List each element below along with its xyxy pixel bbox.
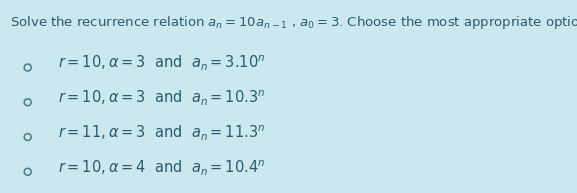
Text: Solve the recurrence relation $a_n = 10a_{n-1}$ , $a_0 = 3$. Choose the most app: Solve the recurrence relation $a_n = 10a…	[10, 14, 577, 30]
Text: $r = 10, \alpha = 4$  and  $a_n = 10.4^n$: $r = 10, \alpha = 4$ and $a_n = 10.4^n$	[58, 158, 265, 178]
Text: $r = 11, \alpha = 3$  and  $a_n = 11.3^n$: $r = 11, \alpha = 3$ and $a_n = 11.3^n$	[58, 124, 265, 143]
Text: $r = 10, \alpha = 3$  and  $a_n = 3.10^n$: $r = 10, \alpha = 3$ and $a_n = 3.10^n$	[58, 54, 265, 73]
Text: $r = 10, \alpha = 3$  and  $a_n = 10.3^n$: $r = 10, \alpha = 3$ and $a_n = 10.3^n$	[58, 89, 265, 108]
